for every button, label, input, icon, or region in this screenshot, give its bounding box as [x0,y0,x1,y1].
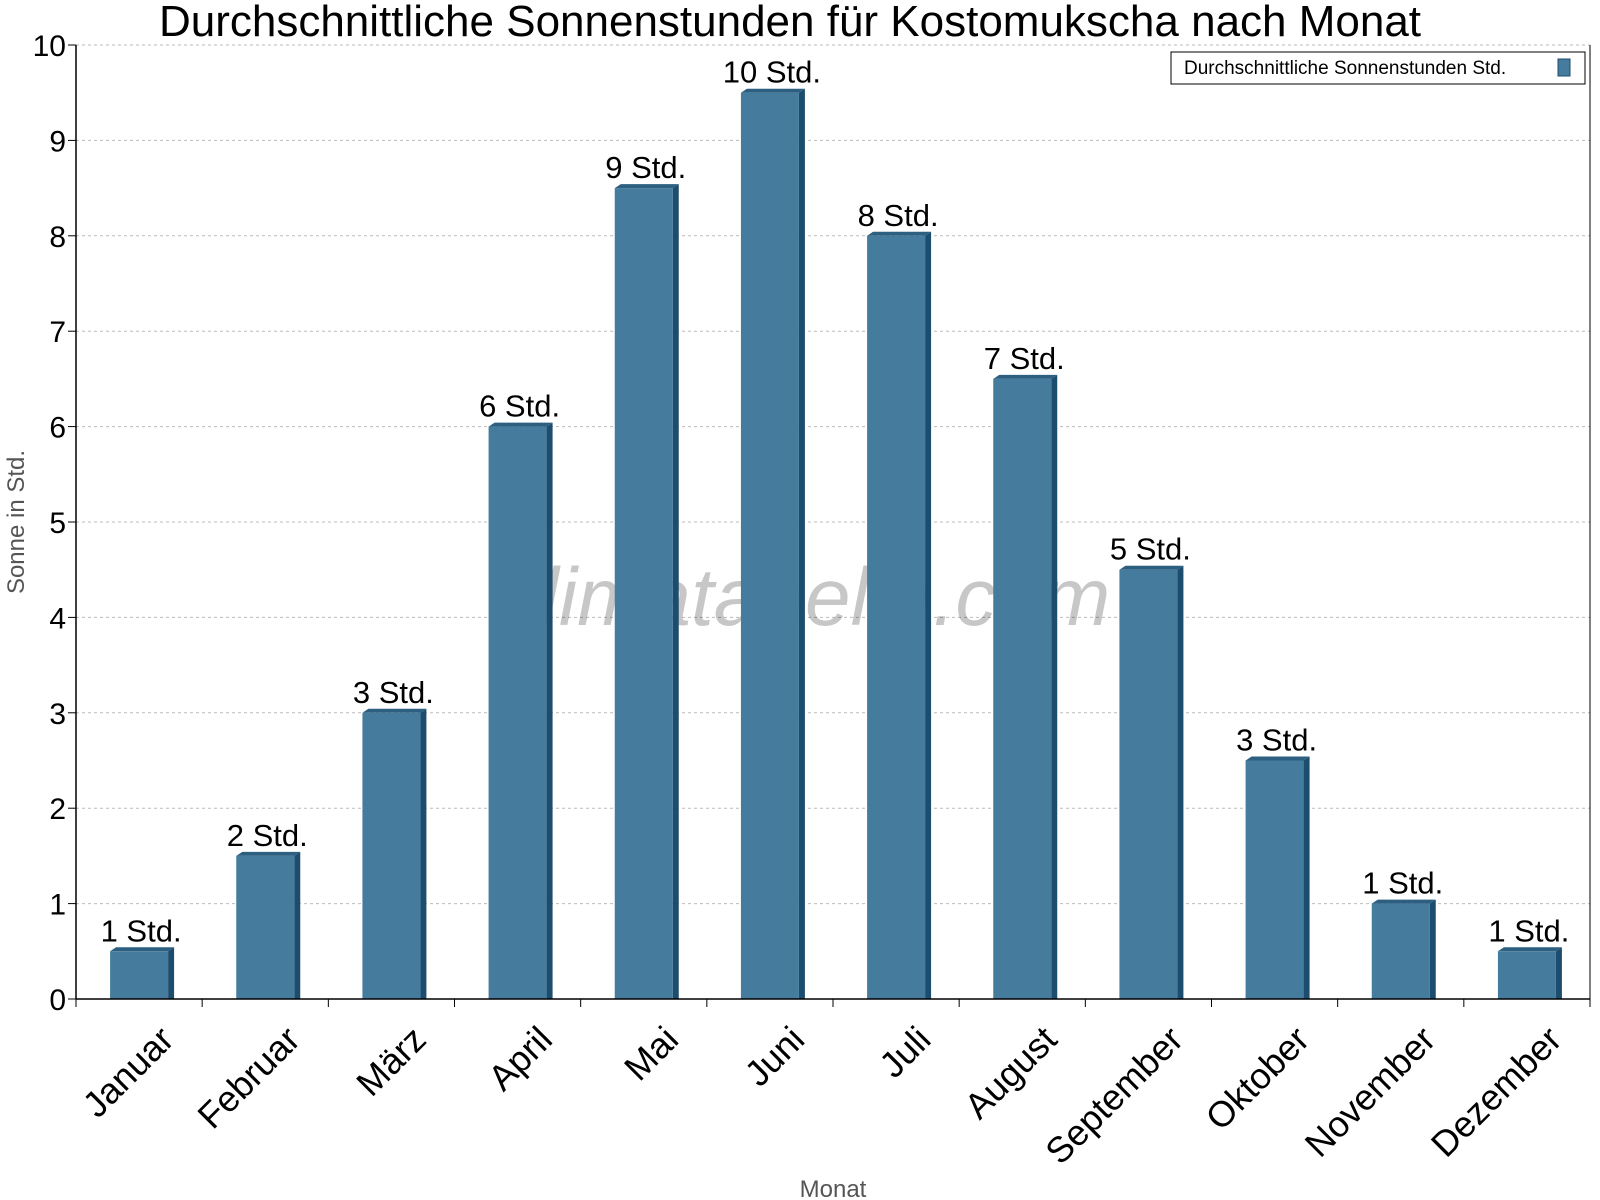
legend: Durchschnittliche Sonnenstunden Std. [1170,51,1586,85]
bar-face [740,92,799,999]
bar-face [1497,951,1556,999]
data-label: 1 Std. [1488,913,1569,948]
x-tick-label: Mai [616,1018,686,1088]
bar-side [420,708,427,999]
bar [1245,756,1310,999]
bar-face [1119,569,1178,999]
bar [110,947,175,999]
x-tick-label: August [956,1018,1064,1126]
y-tick-label: 9 [49,125,66,158]
data-label: 8 Std. [858,198,939,233]
bar-top [362,708,427,713]
bar-face [993,378,1052,999]
x-tick-labels: Januar Februar März April Mai Juni Juli AugustS… [75,999,1591,1172]
bar-side [1177,565,1184,999]
bar [614,184,679,1000]
bar-top [236,851,301,856]
bar-side [294,851,301,999]
y-tick-label: 7 [49,316,66,349]
data-labels: 1 Std. 2 Std. 3 Std. 6 Std. 9 Std. 10 Std. 8 S… [101,55,1570,949]
bar [740,88,805,999]
bar-series [110,88,1562,1000]
bar-side [798,88,805,999]
bar-top [1497,947,1562,952]
bar [1119,565,1184,999]
chart-title: Durchschnittliche Sonnenstunden für Kost… [159,0,1421,46]
bar-face [867,235,926,1000]
bar [867,231,932,1000]
data-label: 10 Std. [723,55,821,90]
data-label: 2 Std. [227,818,308,853]
bar [362,708,427,999]
bar [1371,899,1436,999]
data-label: 1 Std. [1362,866,1443,901]
bar-side [672,184,679,1000]
x-tick-label: Oktober [1197,1018,1317,1138]
bar-top [614,184,679,189]
x-tick-label: Dezember [1423,1018,1569,1164]
bar-face [488,426,547,1000]
legend-swatch [1557,58,1571,77]
bar-face [1245,760,1304,999]
x-tick-label: April [480,1018,560,1098]
bar-top [1371,899,1436,904]
data-label: 7 Std. [984,341,1065,376]
bar-top [1245,756,1310,761]
y-axis-label: Sonne in Std. [3,450,30,594]
bar-face [362,712,421,999]
x-axis-label: Monat [800,1176,867,1200]
bar [488,422,553,1000]
bar-side [1429,899,1436,999]
y-tick-label: 1 [49,889,66,922]
bar-face [614,188,673,1000]
legend-box [1170,51,1586,85]
legend-entry: Durchschnittliche Sonnenstunden Std. [1184,58,1506,79]
bar [1497,947,1562,999]
x-tick-label: März [348,1018,434,1104]
bar-top [110,947,175,952]
data-label: 5 Std. [1110,532,1191,567]
bar-top [488,422,553,427]
bar-side [1051,374,1058,999]
y-tick-label: 10 [33,30,66,63]
y-tick-label: 3 [49,698,66,731]
bar-side [1303,756,1310,999]
bar-side [925,231,932,1000]
bar [993,374,1058,999]
y-tick-label: 2 [49,793,66,826]
bar-top [740,88,805,93]
bar-face [110,951,169,999]
data-label: 3 Std. [353,675,434,710]
x-tick-label: Februar [189,1018,307,1136]
data-label: 6 Std. [479,389,560,424]
bar [236,851,301,999]
x-tick-label: Juni [737,1018,813,1094]
data-label: 9 Std. [605,150,686,185]
bar-face [236,855,295,999]
y-tick-label: 0 [49,984,66,1017]
y-tick-label: 8 [49,221,66,254]
bar-top [1119,565,1184,570]
bar-side [546,422,553,1000]
y-tick-label: 5 [49,507,66,540]
bar-face [1371,903,1430,999]
bar-top [867,231,932,236]
x-tick-label: September [1037,1018,1191,1172]
bar-side [168,947,175,999]
data-label: 1 Std. [101,913,182,948]
x-tick-label: Juli [871,1018,938,1085]
x-tick-label: November [1297,1018,1443,1164]
y-tick-labels: 0 1 2 3 4 5 6 7 8 9 10 [33,30,76,1017]
y-tick-label: 4 [49,602,66,635]
x-tick-label: Januar [75,1018,182,1125]
grid-lines [76,44,1590,905]
data-label: 3 Std. [1236,723,1317,758]
bar-top [993,374,1058,379]
y-tick-label: 6 [49,412,66,445]
bar-side [1555,947,1562,999]
